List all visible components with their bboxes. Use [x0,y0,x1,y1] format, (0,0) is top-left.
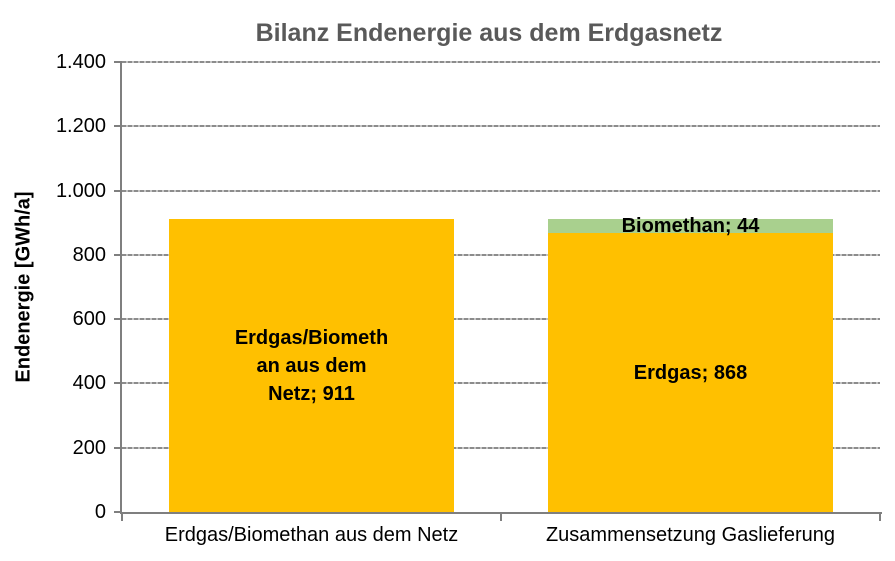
y-tick-label: 200 [72,436,106,459]
chart-title: Bilanz Endenergie aus dem Erdgasnetz [255,19,723,47]
y-tick-label: 600 [72,308,106,331]
bar-segment-label: Erdgas/Biometh an aus dem Netz; 911 [234,326,389,405]
y-tick-mark [114,125,122,128]
y-tick-mark [114,318,122,321]
y-tick-label: 800 [72,243,106,266]
x-tick-mark [121,512,123,521]
x-axis-line [120,512,882,514]
y-axis-line [120,62,122,514]
gridline [122,253,880,256]
x-category-label-2: Zusammensetzung Gaslieferung [545,524,836,546]
gridline [122,446,880,449]
y-tick-label: 1.000 [55,179,106,202]
y-tick-mark [114,189,122,192]
gridline [122,318,880,321]
bar-segment-label: Erdgas; 868 [633,361,748,384]
bar-segment-erdgas: Erdgas; 868 [548,233,833,512]
y-tick-label: 1.200 [55,115,106,138]
x-tick-mark [500,512,502,521]
gridline [122,382,880,385]
y-tick-mark [114,446,122,449]
y-tick-label: 1.400 [55,51,106,73]
gridline [122,61,880,63]
gridline [122,125,880,128]
y-axis-title: Endenergie [GWh/a] [12,191,35,383]
y-tick-mark [114,511,122,513]
bar-segment-label: Biomethan; 44 [621,214,760,237]
y-tick-mark [114,253,122,256]
y-tick-label: 0 [94,501,106,523]
y-tick-mark [114,382,122,385]
y-tick-mark [114,61,122,63]
y-tick-label: 400 [72,372,106,395]
x-category-label-1: Erdgas/Biomethan aus dem Netz [164,524,459,546]
bar-segment-erdgas-biomethan-aus-dem-netz: Erdgas/Biometh an aus dem Netz; 911 [169,219,454,512]
gridline [122,189,880,192]
bar-segment-biomethan: Biomethan; 44 [548,215,833,237]
x-tick-mark [879,512,881,521]
